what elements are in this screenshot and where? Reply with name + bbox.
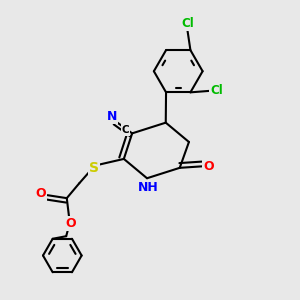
Text: O: O	[65, 217, 76, 230]
Text: Cl: Cl	[210, 84, 223, 98]
Text: C: C	[122, 125, 129, 135]
Text: N: N	[107, 110, 117, 123]
Text: O: O	[203, 160, 214, 173]
Text: Cl: Cl	[181, 17, 194, 30]
Text: NH: NH	[138, 181, 159, 194]
Text: O: O	[36, 188, 46, 200]
Text: S: S	[89, 161, 99, 175]
